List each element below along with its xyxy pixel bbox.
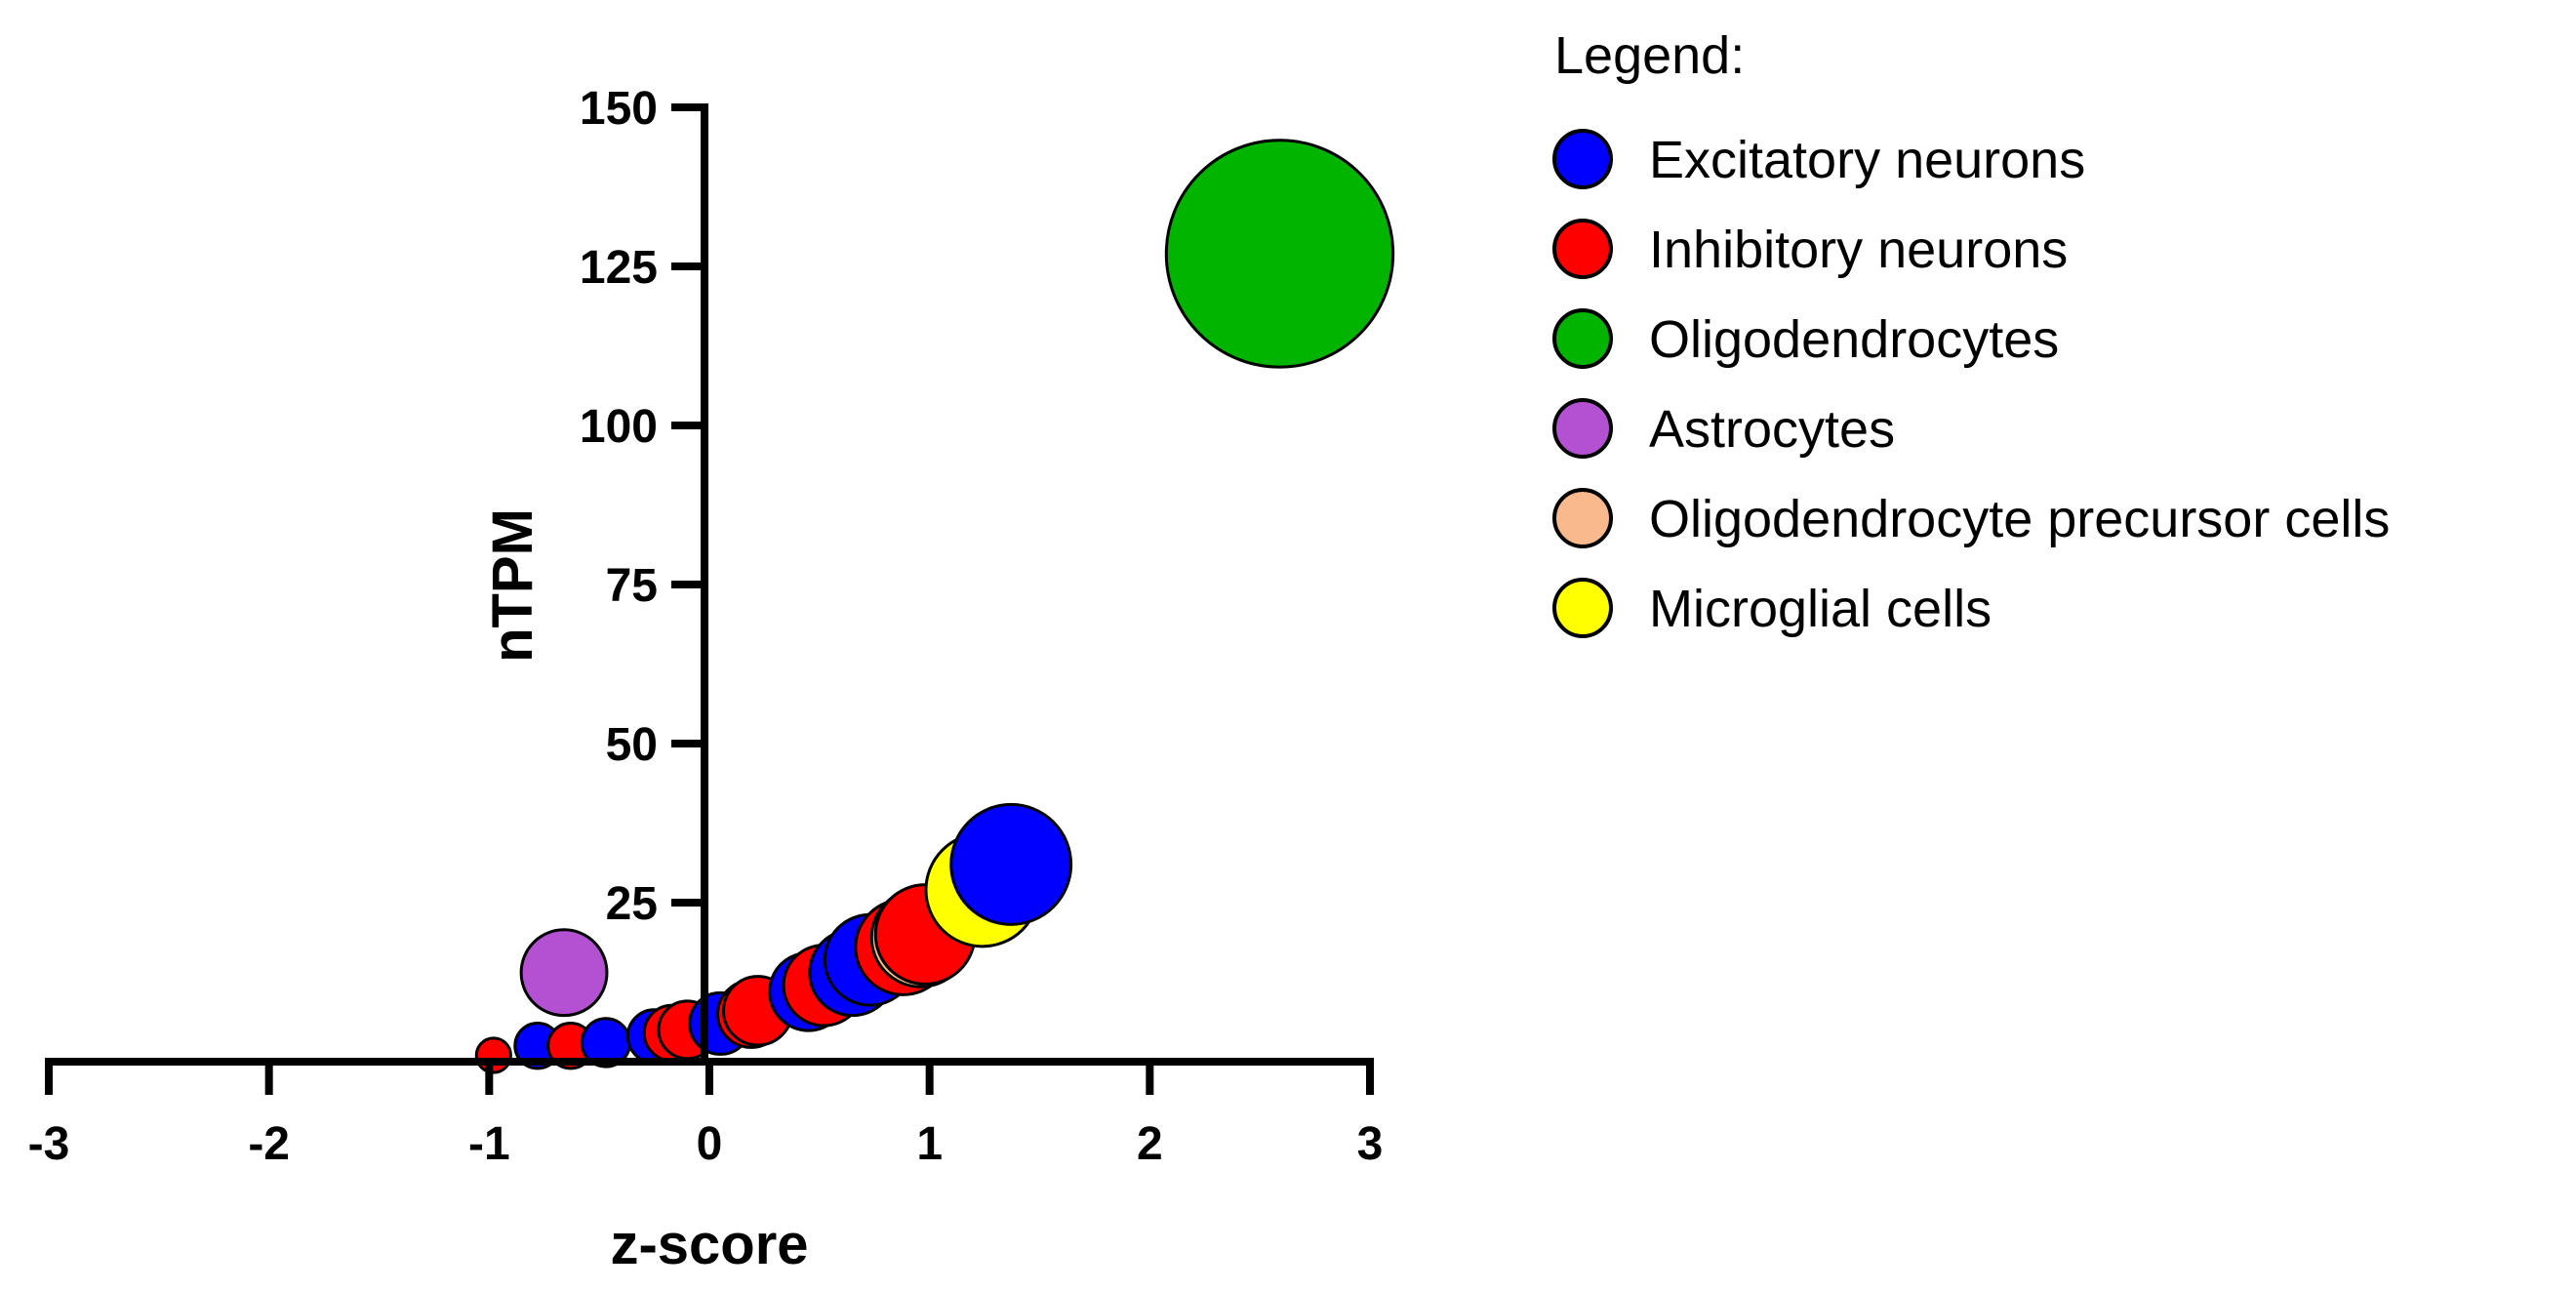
legend: Legend: Excitatory neurons Inhibitory neu… (1552, 26, 2390, 638)
bubbles-layer (474, 139, 1395, 1074)
bubble-oligodendrocytes (1164, 139, 1395, 369)
legend-label: Excitatory neurons (1649, 131, 2085, 189)
bubble-excitatory-neurons (949, 802, 1073, 926)
y-tick-label: 50 (606, 719, 658, 771)
x-tick-label: -1 (468, 1118, 510, 1170)
legend-marker (1552, 398, 1613, 459)
x-axis-title: z-score (610, 1213, 808, 1276)
x-ticks: -3 -2 -1 0 1 2 3 (28, 1062, 1384, 1170)
y-axis-title: nTPM (481, 508, 544, 663)
legend-marker (1552, 129, 1613, 189)
x-tick-label: -2 (248, 1118, 290, 1170)
legend-label: Microglial cells (1649, 580, 1992, 638)
y-tick-label: 25 (606, 878, 658, 930)
x-tick-label: -3 (28, 1118, 70, 1170)
legend-title: Legend: (1554, 26, 1745, 85)
legend-label: Astrocytes (1649, 400, 1895, 459)
legend-marker (1552, 578, 1613, 638)
y-ticks: 25 50 75 100 125 150 (580, 83, 704, 930)
legend-label: Oligodendrocytes (1649, 310, 2059, 369)
x-tick-label: 3 (1357, 1118, 1384, 1170)
legend-marker (1552, 308, 1613, 369)
bubble-inhibitory-neurons (474, 1036, 512, 1074)
x-tick-label: 1 (916, 1118, 943, 1170)
axes: -3 -2 -1 0 1 2 3 25 50 75 100 125 150 (28, 83, 1384, 1170)
y-tick-label: 125 (580, 242, 658, 294)
legend-label: Inhibitory neurons (1649, 221, 2068, 279)
legend-marker (1552, 488, 1613, 548)
y-tick-label: 75 (606, 560, 658, 612)
x-tick-label: 0 (697, 1118, 723, 1170)
legend-marker (1552, 219, 1613, 279)
y-tick-label: 100 (580, 401, 658, 453)
legend-items: Excitatory neurons Inhibitory neurons Olig… (1552, 129, 2390, 638)
y-tick-label: 150 (580, 83, 658, 135)
bubble-astrocytes (519, 928, 609, 1018)
x-tick-label: 2 (1137, 1118, 1163, 1170)
legend-label: Oligodendrocyte precursor cells (1649, 490, 2390, 548)
